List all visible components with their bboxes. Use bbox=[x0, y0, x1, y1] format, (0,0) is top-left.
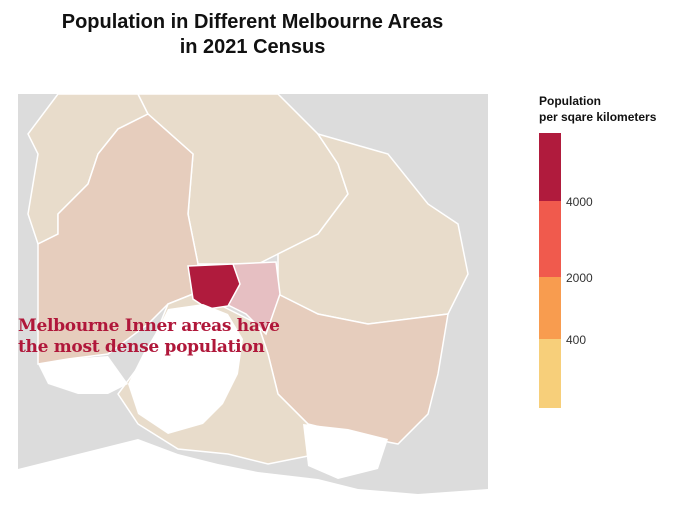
map[interactable] bbox=[18, 93, 488, 504]
legend-tick-4000: 4000 bbox=[566, 195, 593, 209]
port-phillip-bay bbox=[128, 304, 243, 434]
legend-title-line-1: Population bbox=[539, 94, 601, 108]
legend-swatch-high bbox=[539, 133, 561, 201]
region-inner[interactable] bbox=[187, 263, 241, 310]
map-svg bbox=[18, 93, 488, 504]
coast-water-south bbox=[18, 439, 488, 504]
chart-title: Population in Different Melbourne Areas … bbox=[0, 10, 505, 60]
legend-title: Population per sqare kilometers bbox=[539, 93, 693, 125]
legend-swatch-lowest bbox=[539, 339, 561, 408]
legend-tick-2000: 2000 bbox=[566, 271, 593, 285]
annotation-line-1: Melbourne Inner areas have bbox=[18, 316, 280, 336]
annotation-line-2: the most dense population bbox=[18, 337, 265, 357]
legend-color-bar bbox=[539, 133, 561, 408]
legend-tick-400: 400 bbox=[566, 333, 587, 347]
chart-title-line-2: in 2021 Census bbox=[179, 36, 326, 58]
western-port-water bbox=[303, 424, 388, 479]
chart-title-line-1: Population in Different Melbourne Areas bbox=[61, 11, 444, 33]
legend-swatch-low bbox=[539, 277, 561, 339]
legend-title-line-2: per sqare kilometers bbox=[539, 110, 657, 124]
legend-swatch-mid bbox=[539, 201, 561, 277]
coast-water-west bbox=[38, 356, 128, 394]
map-annotation: Melbourne Inner areas have the most dens… bbox=[18, 316, 308, 358]
